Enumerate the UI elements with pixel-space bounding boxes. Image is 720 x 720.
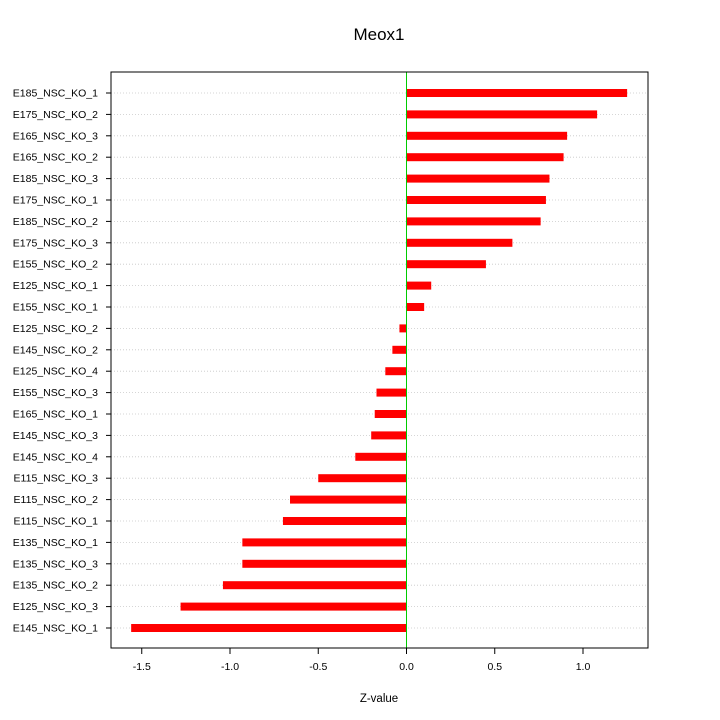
bar-E125_NSC_KO_3 [180, 602, 407, 611]
bar-E175_NSC_KO_2 [406, 110, 598, 119]
y-tick-label: E175_NSC_KO_1 [13, 195, 98, 207]
y-tick-label: E155_NSC_KO_1 [13, 302, 98, 314]
bar-E165_NSC_KO_2 [406, 153, 564, 162]
y-tick-label: E115_NSC_KO_3 [14, 473, 99, 485]
bar-E145_NSC_KO_2 [392, 345, 407, 354]
chart-title: Meox1 [353, 25, 404, 44]
bar-E125_NSC_KO_2 [399, 324, 407, 333]
bar-E115_NSC_KO_2 [290, 495, 407, 504]
y-tick-label: E185_NSC_KO_2 [13, 216, 98, 228]
y-tick-label: E165_NSC_KO_3 [13, 130, 98, 142]
y-tick-label: E165_NSC_KO_2 [13, 152, 98, 164]
y-tick-label: E175_NSC_KO_2 [13, 109, 98, 121]
bar-E155_NSC_KO_3 [376, 388, 407, 397]
bar-E165_NSC_KO_3 [406, 131, 568, 140]
bar-E185_NSC_KO_3 [406, 174, 550, 183]
x-tick-label: 0.5 [487, 661, 502, 673]
y-tick-label: E135_NSC_KO_2 [13, 580, 98, 592]
bar-E145_NSC_KO_3 [371, 431, 407, 440]
y-tick-labels: E185_NSC_KO_1 E175_NSC_KO_2 E165_NSC_KO_3 E… [13, 88, 111, 635]
y-tick-label: E175_NSC_KO_3 [13, 237, 98, 249]
y-tick-label: E125_NSC_KO_4 [13, 366, 98, 378]
x-tick-label: -1.5 [133, 661, 151, 673]
grid-layer [111, 92, 648, 629]
bar-E145_NSC_KO_1 [131, 624, 407, 632]
bar-E175_NSC_KO_3 [406, 238, 513, 247]
bar-E175_NSC_KO_1 [406, 196, 546, 204]
bar-E135_NSC_KO_1 [242, 538, 407, 547]
bar-E125_NSC_KO_4 [385, 367, 407, 376]
y-tick-label: E145_NSC_KO_1 [13, 623, 98, 635]
y-tick-label: E185_NSC_KO_3 [13, 173, 98, 185]
y-tick-label: E155_NSC_KO_3 [13, 387, 98, 399]
y-tick-label: E135_NSC_KO_3 [13, 558, 98, 570]
bar-E125_NSC_KO_1 [406, 281, 432, 290]
bar-E135_NSC_KO_3 [242, 559, 407, 568]
x-axis: -1.5 -1.0 -0.5 0.0 0.5 1.0 [133, 647, 591, 673]
bar-E155_NSC_KO_1 [406, 303, 425, 311]
y-tick-label: E125_NSC_KO_2 [13, 323, 98, 335]
x-tick-label: -1.0 [221, 661, 239, 673]
x-tick-label: -0.5 [309, 661, 327, 673]
bar-E115_NSC_KO_1 [282, 517, 407, 525]
bar-E185_NSC_KO_1 [406, 89, 628, 97]
y-tick-label: E145_NSC_KO_4 [13, 451, 98, 463]
bar-E185_NSC_KO_2 [406, 217, 541, 226]
y-tick-label: E115_NSC_KO_2 [14, 494, 99, 506]
bar-E145_NSC_KO_4 [355, 452, 407, 461]
bar-E165_NSC_KO_1 [374, 410, 407, 418]
bar-E115_NSC_KO_3 [318, 474, 407, 483]
x-tick-label: 1.0 [576, 661, 591, 673]
y-tick-label: E165_NSC_KO_1 [13, 409, 98, 421]
y-tick-label: E135_NSC_KO_1 [13, 537, 98, 549]
x-tick-label: 0.0 [399, 661, 414, 673]
bar-E155_NSC_KO_2 [406, 260, 486, 269]
y-tick-label: E185_NSC_KO_1 [13, 88, 98, 100]
y-tick-label: E115_NSC_KO_1 [14, 516, 99, 528]
y-tick-label: E155_NSC_KO_2 [13, 259, 98, 271]
x-axis-label: Z-value [360, 693, 398, 705]
bar-E135_NSC_KO_2 [222, 581, 407, 590]
y-tick-label: E145_NSC_KO_3 [13, 430, 98, 442]
y-tick-label: E125_NSC_KO_3 [13, 601, 98, 613]
y-tick-label: E145_NSC_KO_2 [13, 344, 98, 356]
bars-layer [131, 89, 628, 632]
y-tick-label: E125_NSC_KO_1 [13, 280, 98, 292]
